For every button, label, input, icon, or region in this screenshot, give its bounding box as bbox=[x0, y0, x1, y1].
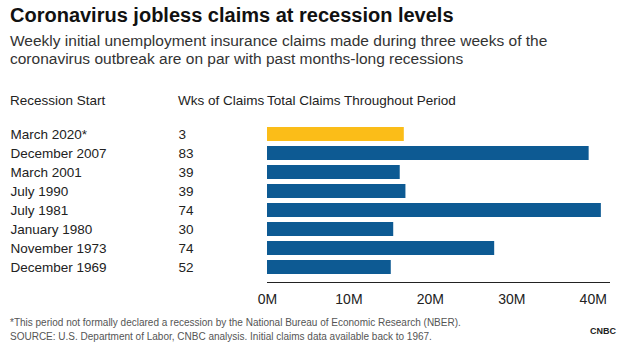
svg-text:10M: 10M bbox=[335, 291, 362, 307]
svg-text:0M: 0M bbox=[258, 291, 277, 307]
svg-text:30M: 30M bbox=[498, 291, 525, 307]
html-text:Wks of Claims Total Claims Thr: Wks of Claims Total Claims Throughout Pe… bbox=[178, 93, 456, 108]
html-text:Coronavirus jobless claims at: Coronavirus jobless claims at recession … bbox=[10, 4, 454, 26]
svg-text:74: 74 bbox=[179, 241, 195, 256]
svg-text:30: 30 bbox=[179, 222, 194, 237]
svg-text:3: 3 bbox=[179, 127, 187, 142]
html-text:SOURCE: U.S. Department of Lab: SOURCE: U.S. Department of Labor, CNBC a… bbox=[10, 331, 432, 342]
html-text:Recession Start: Recession Start bbox=[10, 93, 106, 108]
svg-text:40M: 40M bbox=[580, 291, 607, 307]
svg-text:March 2020*: March 2020* bbox=[11, 127, 88, 142]
svg-text:July 1990: July 1990 bbox=[11, 184, 69, 199]
svg-text:39: 39 bbox=[179, 165, 194, 180]
svg-text:March 2001: March 2001 bbox=[11, 165, 82, 180]
svg-text:December 2007: December 2007 bbox=[11, 146, 107, 161]
svg-text:74: 74 bbox=[179, 203, 195, 218]
svg-text:December 1969: December 1969 bbox=[11, 260, 107, 275]
svg-text:November 1973: November 1973 bbox=[11, 241, 107, 256]
svg-text:52: 52 bbox=[179, 260, 194, 275]
html-text:*This period not formally decl: *This period not formally declared a rec… bbox=[10, 317, 461, 328]
svg-text:20M: 20M bbox=[417, 291, 444, 307]
svg-text:January 1980: January 1980 bbox=[11, 222, 93, 237]
html-text:Weekly initial unemployment in: Weekly initial unemployment insurance cl… bbox=[10, 32, 548, 67]
html-text:CNBC: CNBC bbox=[590, 326, 616, 336]
svg-text:83: 83 bbox=[179, 146, 194, 161]
svg-text:July 1981: July 1981 bbox=[11, 203, 69, 218]
svg-text:39: 39 bbox=[179, 184, 194, 199]
